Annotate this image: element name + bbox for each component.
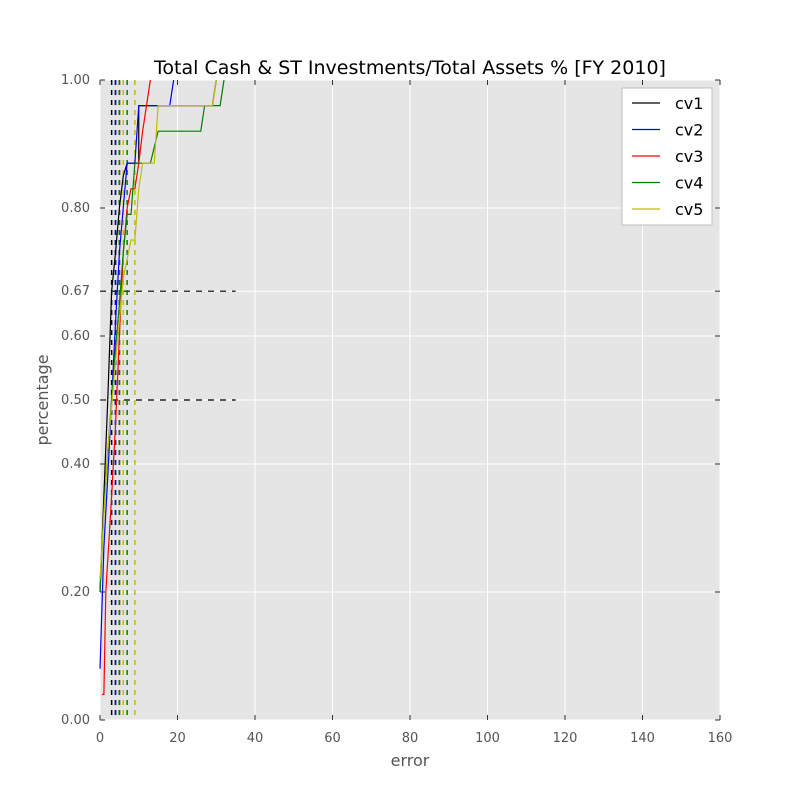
y-tick-label: 0.00 — [61, 713, 90, 728]
x-axis-label: error — [391, 751, 430, 770]
x-tick-label: 120 — [553, 731, 578, 746]
legend-label-cv1: cv1 — [675, 94, 703, 113]
y-tick-label: 0.40 — [61, 457, 90, 472]
y-tick-label: 0.67 — [61, 284, 90, 299]
x-tick-label: 160 — [708, 731, 733, 746]
legend-label-cv2: cv2 — [675, 121, 703, 140]
series-lines — [99, 79, 225, 696]
legend-label-cv5: cv5 — [675, 200, 703, 219]
y-tick-label: 0.50 — [61, 393, 90, 408]
x-tick-label: 20 — [169, 731, 186, 746]
axis-ticks: 0 20 40 60 80 100 120 140 160 0.00 0.20 0.40 0.50 0.6… — [61, 73, 732, 746]
x-tick-label: 0 — [96, 731, 104, 746]
legend-label-cv3: cv3 — [675, 147, 703, 166]
x-tick-label: 40 — [247, 731, 264, 746]
x-tick-label: 80 — [402, 731, 419, 746]
reference-lines — [100, 80, 236, 720]
y-tick-label: 1.00 — [61, 73, 90, 88]
legend: cv1 cv2 cv3 cv4 cv5 — [621, 87, 713, 226]
x-tick-label: 100 — [475, 731, 500, 746]
y-tick-label: 0.80 — [61, 201, 90, 216]
chart-title: Total Cash & ST Investments/Total Assets… — [153, 57, 666, 79]
series-line-cv5 — [99, 79, 217, 580]
x-tick-label: 60 — [324, 731, 341, 746]
y-tick-label: 0.20 — [61, 585, 90, 600]
x-tick-label: 140 — [630, 731, 655, 746]
y-tick-label: 0.60 — [61, 329, 90, 344]
y-axis-label: percentage — [33, 354, 52, 445]
series-line-cv2 — [99, 79, 175, 669]
legend-label-cv4: cv4 — [675, 174, 703, 193]
